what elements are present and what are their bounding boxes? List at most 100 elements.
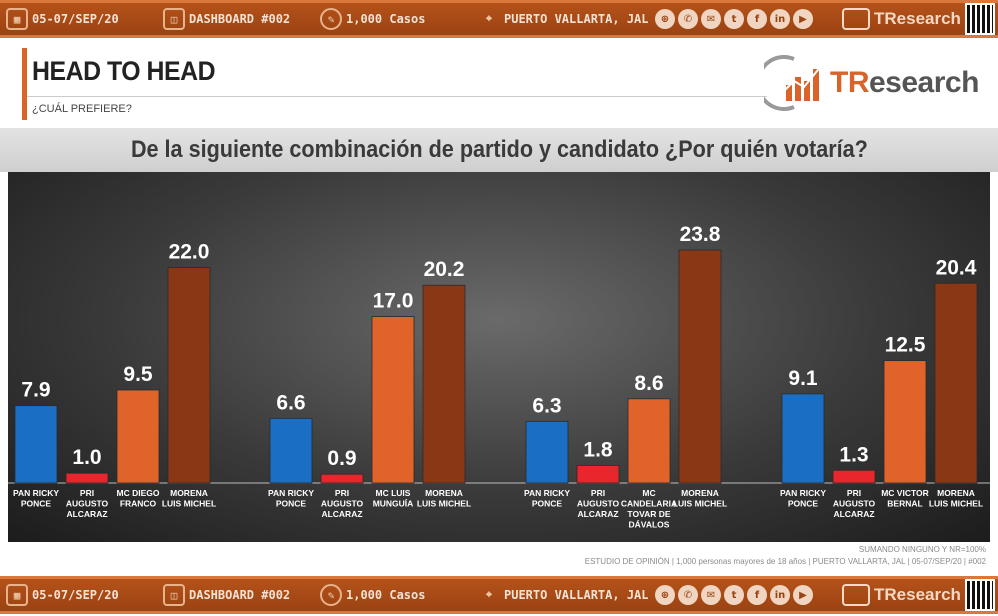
chat-icon: ✎ — [320, 8, 342, 30]
bar-mc-group2 — [371, 316, 415, 484]
question-band: De la siguiente combinación de partido y… — [0, 128, 998, 172]
bar-category-label: PAN RICKY — [524, 488, 570, 498]
dashboard-text: DASHBOARD #002 — [189, 588, 291, 602]
bar-morena-group4 — [934, 282, 978, 484]
whatsapp-icon[interactable]: ✆ — [678, 9, 698, 29]
logo-text: TResearch — [830, 66, 979, 100]
bar-category-label: MORENA — [681, 488, 719, 498]
bar-value-label: 0.9 — [327, 447, 356, 470]
logo-rest: esearch — [869, 66, 979, 99]
date-item: ▦ 05-07/SEP/20 — [6, 8, 119, 30]
bar-pri-group1 — [65, 472, 109, 484]
globe-icon[interactable]: ⊕ — [655, 9, 675, 29]
email-icon[interactable]: ✉ — [701, 9, 721, 29]
social-icons: ⊕ ✆ ✉ t f in ▶ — [655, 9, 813, 29]
social-icons: ⊕ ✆ ✉ t f in ▶ — [655, 585, 813, 605]
bar-category-label: ALCARAZ — [577, 509, 618, 519]
email-icon[interactable]: ✉ — [701, 585, 721, 605]
brand-rest: esearch — [896, 9, 961, 28]
chart-area: 7.9 PAN RICKY PONCE 1.0 PRI AUGUSTO ALCARAZ 9.5… — [8, 172, 990, 542]
cases-text: 1,000 Casos — [346, 588, 426, 602]
bar-category-label: MC LUIS — [376, 488, 411, 498]
bar-category-label: PONCE — [532, 499, 563, 509]
map-pin-icon: ⌖ — [485, 588, 493, 601]
qr-code-icon — [965, 3, 995, 35]
bar-category-label: MUNGUÍA — [373, 499, 414, 509]
globe-icon[interactable]: ⊕ — [655, 585, 675, 605]
bar-value-label: 22.0 — [169, 241, 210, 264]
bar-value-label: 8.6 — [634, 372, 663, 395]
twitter-icon[interactable]: t — [724, 9, 744, 29]
bar-category-label: PRI — [80, 488, 94, 498]
bar-value-label: 12.5 — [885, 334, 926, 357]
bar-value-label: 6.3 — [532, 394, 561, 417]
date-text: 05-07/SEP/20 — [32, 12, 119, 26]
brand-mark-icon — [842, 8, 870, 30]
bar-category-label: MORENA — [425, 488, 463, 498]
cases-text: 1,000 Casos — [346, 12, 426, 26]
bar-category-label: AUGUSTO — [66, 499, 109, 509]
bar-morena-group1 — [167, 267, 211, 484]
bar-category-label: MORENA — [937, 488, 975, 498]
footnote-study: ESTUDIO DE OPINIÓN | 1,000 personas mayo… — [584, 557, 986, 566]
dashboard-item: ◫ DASHBOARD #002 — [163, 8, 290, 30]
bar-category-label: AUGUSTO — [321, 499, 364, 509]
map-pin-icon: ⌖ — [485, 12, 493, 25]
bar-category-label: PAN RICKY — [268, 488, 314, 498]
bar-category-label: AUGUSTO — [833, 499, 876, 509]
calendar-icon: ▦ — [6, 8, 28, 30]
bar-category-label: PAN RICKY — [780, 488, 826, 498]
bar-value-label: 20.2 — [424, 258, 465, 281]
brand-logo-small: TR esearch — [842, 584, 961, 606]
location-text: PUERTO VALLARTA, JAL — [504, 588, 649, 602]
brand-logo-small: TR esearch — [842, 8, 961, 30]
bar-pri-group4 — [832, 469, 876, 484]
facebook-icon[interactable]: f — [747, 585, 767, 605]
bar-category-label: PRI — [591, 488, 605, 498]
chat-icon: ✎ — [320, 584, 342, 606]
bar-category-label: TOVAR DE — [627, 509, 670, 519]
bar-category-label: DÁVALOS — [629, 520, 670, 530]
dashboard-icon: ◫ — [163, 584, 185, 606]
bar-category-label: PONCE — [788, 499, 819, 509]
whatsapp-icon[interactable]: ✆ — [678, 585, 698, 605]
cases-item: ✎ 1,000 Casos — [320, 8, 425, 30]
facebook-icon[interactable]: f — [747, 9, 767, 29]
tresearch-logo: TResearch — [764, 50, 996, 116]
bar-value-label: 9.1 — [788, 367, 818, 390]
bar-category-label: LUIS MICHEL — [673, 499, 727, 509]
bar-value-label: 6.6 — [276, 391, 305, 414]
linkedin-icon[interactable]: in — [770, 585, 790, 605]
bar-category-label: PRI — [335, 488, 349, 498]
bar-value-label: 17.0 — [373, 290, 414, 313]
bar-category-label: FRANCO — [120, 499, 157, 509]
page-header: HEAD TO HEAD ¿CUÁL PREFIERE? TResearch — [22, 48, 998, 120]
bar-category-label: ALCARAZ — [66, 509, 107, 519]
bar-pan-group4 — [781, 393, 825, 484]
bar-mc-group4 — [883, 360, 927, 484]
youtube-icon[interactable]: ▶ — [793, 9, 813, 29]
header-accent-bar — [22, 48, 27, 120]
bar-pri-group2 — [320, 473, 364, 484]
bar-pri-group3 — [576, 464, 620, 484]
page-title: HEAD TO HEAD — [32, 56, 216, 86]
bar-value-label: 7.9 — [21, 379, 50, 402]
youtube-icon[interactable]: ▶ — [793, 585, 813, 605]
bar-category-label: ALCARAZ — [833, 509, 874, 519]
brand-rest: esearch — [896, 585, 961, 604]
bar-value-label: 1.3 — [839, 443, 868, 466]
bar-morena-group2 — [422, 284, 466, 484]
bar-morena-group3 — [678, 249, 722, 484]
bar-category-label: MC — [642, 488, 655, 498]
bar-category-label: CANDELARIA — [621, 499, 677, 509]
date-item: ▦ 05-07/SEP/20 — [6, 584, 119, 606]
question-text: De la siguiente combinación de partido y… — [130, 136, 868, 163]
qr-code-icon — [965, 579, 995, 611]
linkedin-icon[interactable]: in — [770, 9, 790, 29]
bar-category-label: MC VICTOR — [881, 488, 929, 498]
twitter-icon[interactable]: t — [724, 585, 744, 605]
calendar-icon: ▦ — [6, 584, 28, 606]
bar-pan-group1 — [14, 405, 58, 484]
bar-category-label: PONCE — [276, 499, 307, 509]
